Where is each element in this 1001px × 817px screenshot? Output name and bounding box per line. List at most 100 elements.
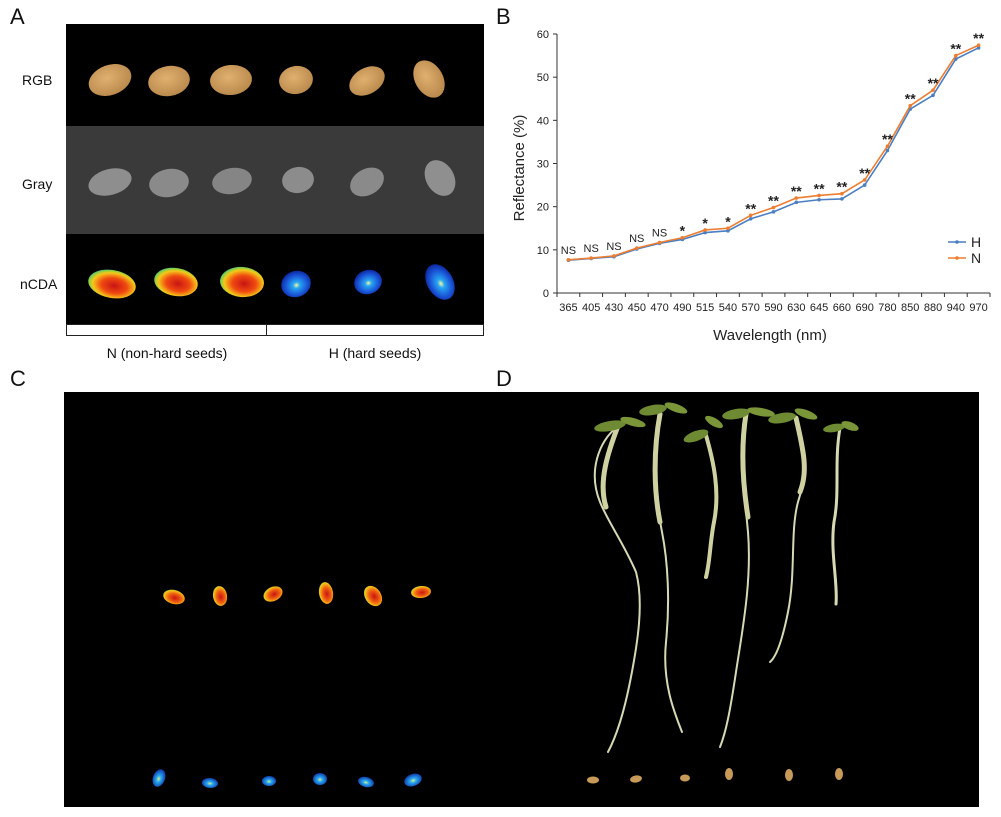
gray-seed [282, 166, 314, 194]
panel-c-n-seed [363, 585, 383, 607]
ncda-seed [425, 264, 455, 300]
data-point-n [794, 196, 799, 200]
data-point-h [748, 216, 753, 221]
significance-label: ** [859, 165, 870, 181]
rgb-seed [210, 64, 252, 96]
x-tick-label: 365 [559, 302, 577, 314]
x-tick-label: 570 [742, 302, 760, 314]
panel-c-seeds-svg [152, 582, 431, 789]
data-point-n [976, 43, 981, 48]
series-line-h [568, 47, 979, 261]
panel-c-h-seed [202, 777, 218, 789]
y-tick-label: 0 [543, 288, 549, 300]
panel-c-n-seed [263, 586, 283, 602]
legend-label: N [971, 250, 981, 266]
panel-c-h-seed [313, 773, 327, 785]
panel-c-h-seed [358, 776, 374, 788]
data-point-n [840, 191, 844, 196]
data-point-n [566, 257, 571, 262]
data-point-n [680, 235, 685, 240]
gray-seed [149, 168, 189, 198]
significance-label: NS [629, 233, 644, 245]
rgb-seed [279, 65, 313, 95]
rgb-seed [413, 60, 445, 98]
row-label-gray: Gray [22, 176, 53, 192]
significance-label: NS [606, 241, 621, 253]
significance-label: ** [882, 131, 893, 147]
gray-seed [350, 167, 384, 197]
reflectance-chart: 0 10 20 30 40 50 60 365 405 430 450 470 490 515 540 570… [511, 29, 991, 344]
y-tick-label: 30 [537, 159, 549, 171]
chart-legend: HN [948, 234, 981, 266]
panel-c-h-seed [152, 769, 166, 787]
x-tick-label: 515 [696, 302, 714, 314]
gray-seed [212, 167, 252, 195]
x-tick-label: 405 [582, 302, 600, 314]
ncda-seeds-svg [88, 264, 455, 300]
rgb-seeds-svg [88, 60, 445, 98]
group-bar-n [66, 324, 268, 336]
seedling-2 [639, 402, 688, 733]
group-label-h: H (hard seeds) [328, 345, 422, 361]
x-tick-label: 660 [833, 302, 851, 314]
significance-label: ** [836, 179, 847, 195]
y-tick-label: 50 [537, 72, 549, 84]
panel-c-n-seed [163, 589, 185, 605]
panel-c-h-seed [262, 776, 276, 786]
significance-label: NS [652, 227, 667, 239]
data-point-n [885, 144, 890, 149]
panel-c-h-seed [404, 773, 422, 787]
seedling-1 [593, 416, 646, 753]
legend-marker [955, 240, 959, 244]
significance-label: * [702, 215, 708, 231]
rgb-seed-image [66, 24, 484, 126]
x-tick-label: 540 [719, 302, 737, 314]
group-label-n: N (non-hard seeds) [106, 345, 228, 361]
seedling-6 [823, 421, 859, 606]
x-tick-label: 690 [855, 302, 873, 314]
x-tick-label: 970 [969, 302, 987, 314]
panel-c-n-seed [212, 586, 228, 606]
data-point-n [817, 193, 821, 198]
data-point-n [908, 103, 913, 108]
data-point-n [726, 226, 730, 231]
significance-label: ** [950, 41, 961, 57]
data-point-n [657, 240, 662, 245]
gray-seeds-svg [88, 160, 456, 198]
significance-label: ** [745, 200, 756, 216]
rgb-seed [349, 66, 385, 96]
y-tick-label: 40 [537, 115, 549, 127]
data-point-h [862, 183, 867, 187]
x-tick-label: 470 [650, 302, 668, 314]
significance-label: ** [791, 183, 802, 199]
data-point-h [771, 210, 776, 214]
ncda-seed [354, 269, 382, 295]
data-point-n [703, 228, 707, 232]
y-tick-label: 60 [537, 29, 549, 41]
data-point-h [931, 93, 935, 98]
data-point-h [885, 148, 890, 153]
row-label-ncda: nCDA [20, 276, 58, 292]
data-point-h [794, 200, 799, 205]
x-tick-label: 880 [924, 302, 942, 314]
hard-seed-row [587, 768, 843, 784]
gray-seed [88, 168, 132, 196]
significance-label: ** [928, 75, 939, 91]
significance-label: ** [814, 180, 825, 196]
x-tick-label: 940 [947, 302, 965, 314]
x-tick-label: 490 [673, 302, 691, 314]
ncda-seed [281, 270, 311, 298]
x-tick-label: 850 [901, 302, 919, 314]
series-line-n [568, 44, 979, 261]
data-point-h [976, 46, 981, 50]
legend-label: H [971, 234, 981, 250]
data-point-n [771, 205, 776, 210]
panel-c-n-seed [318, 582, 334, 604]
ncda-seed [220, 266, 264, 298]
seedling-5 [768, 408, 818, 663]
significance-label: NS [584, 243, 599, 255]
significance-label: ** [768, 193, 779, 209]
significance-label: * [680, 223, 686, 239]
panel-letter-d: D [496, 366, 512, 391]
gray-seed [424, 160, 456, 196]
